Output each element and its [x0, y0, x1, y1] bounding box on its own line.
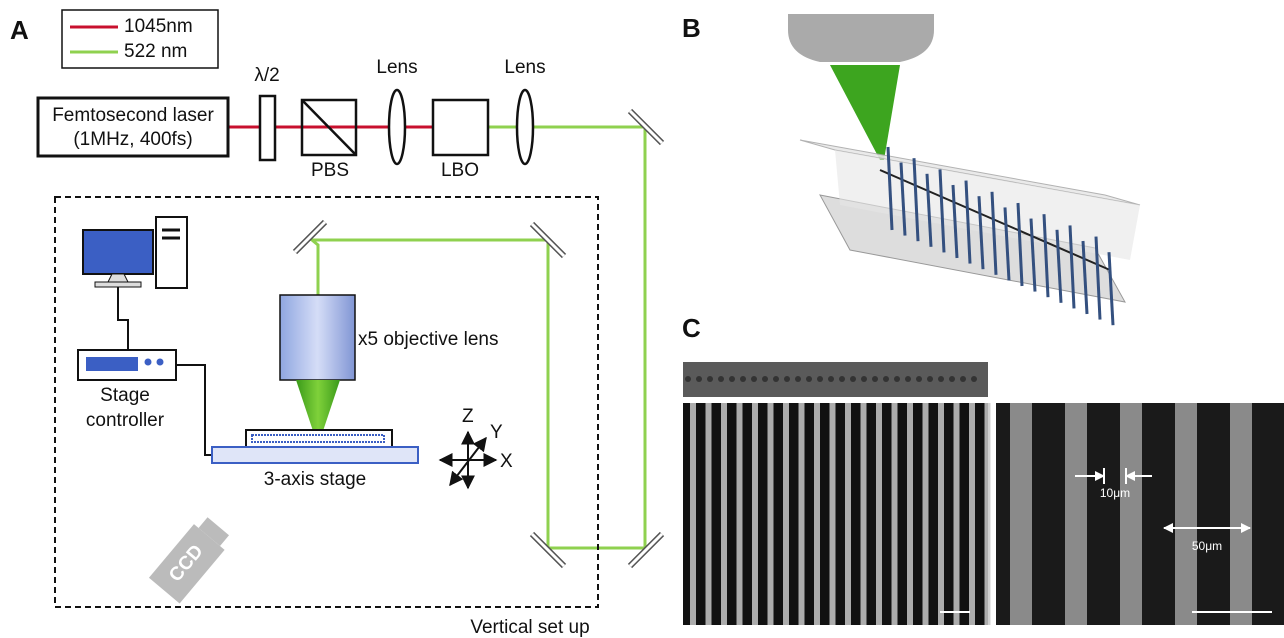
- pore: [817, 376, 823, 382]
- dimension-label: 10μm: [1100, 486, 1130, 500]
- stage: [212, 447, 418, 463]
- pore: [839, 376, 845, 382]
- stripe: [814, 403, 820, 625]
- objective: [280, 295, 355, 380]
- stripe: [938, 403, 944, 625]
- pore: [795, 376, 801, 382]
- pore: [718, 376, 724, 382]
- objective-label: x5 objective lens: [358, 329, 498, 350]
- stripe: [721, 403, 727, 625]
- panel-label: A: [10, 15, 29, 45]
- laser-label: Femtosecond laser: [52, 105, 214, 126]
- pore: [751, 376, 757, 382]
- pore: [762, 376, 768, 382]
- pore: [916, 376, 922, 382]
- stripe: [830, 403, 836, 625]
- legend-text: 522 nm: [124, 41, 187, 62]
- stripe: [1065, 403, 1087, 625]
- frame-label: Vertical set up: [470, 617, 589, 638]
- optic-label: Lens: [504, 57, 545, 78]
- stripe: [752, 403, 758, 625]
- tower: [156, 217, 187, 288]
- stripe: [1175, 403, 1197, 625]
- legend-text: 1045nm: [124, 16, 193, 37]
- pore: [806, 376, 812, 382]
- axes-arrows: [440, 432, 496, 488]
- pore: [685, 376, 691, 382]
- illustration: [788, 14, 1140, 325]
- figure: A 1045nm 522 nm Femtosecond laser (1MHz,…: [0, 0, 1284, 638]
- monitor: [83, 230, 153, 274]
- pore: [740, 376, 746, 382]
- axis-label: Z: [462, 406, 474, 427]
- pore: [696, 376, 702, 382]
- pore: [894, 376, 900, 382]
- pore: [971, 376, 977, 382]
- stripe: [861, 403, 867, 625]
- lens: [389, 90, 405, 164]
- stripe: [969, 403, 975, 625]
- monitor-stand: [95, 274, 141, 287]
- stripe: [1230, 403, 1252, 625]
- pore: [883, 376, 889, 382]
- optic-label: λ/2: [254, 65, 279, 86]
- pore: [949, 376, 955, 382]
- stripe: [907, 403, 913, 625]
- pore: [905, 376, 911, 382]
- pore: [861, 376, 867, 382]
- stripe: [706, 403, 712, 625]
- optic-label: PBS: [311, 160, 349, 181]
- panel-label: C: [682, 313, 701, 343]
- pore: [927, 376, 933, 382]
- optic-label: LBO: [441, 160, 479, 181]
- stripe: [1120, 403, 1142, 625]
- pore: [707, 376, 713, 382]
- stripe: [783, 403, 789, 625]
- optic-label: Lens: [376, 57, 417, 78]
- stripe: [923, 403, 929, 625]
- waveplate: [260, 96, 275, 160]
- pore: [872, 376, 878, 382]
- stripe: [737, 403, 743, 625]
- stripe: [845, 403, 851, 625]
- stripe: [985, 403, 991, 625]
- stripe: [799, 403, 805, 625]
- stage-label: 3-axis stage: [264, 469, 366, 490]
- pore: [960, 376, 966, 382]
- pore: [938, 376, 944, 382]
- panel-label: B: [682, 13, 701, 43]
- laser-label: (1MHz, 400fs): [73, 129, 192, 150]
- lens: [517, 90, 533, 164]
- pore: [773, 376, 779, 382]
- stripe: [690, 403, 696, 625]
- pore: [828, 376, 834, 382]
- ccd: CCD: [149, 513, 234, 603]
- stripe: [1010, 403, 1032, 625]
- controller-label: controller: [86, 410, 165, 431]
- stripe: [876, 403, 882, 625]
- pore: [850, 376, 856, 382]
- rod: [1109, 252, 1113, 325]
- controller-label: Stage: [100, 385, 150, 406]
- lbo: [433, 100, 488, 155]
- stripe: [768, 403, 774, 625]
- stripe: [954, 403, 960, 625]
- pore: [729, 376, 735, 382]
- stripe: [892, 403, 898, 625]
- axis-label: X: [500, 451, 513, 472]
- pore: [784, 376, 790, 382]
- axis-label: Y: [490, 422, 503, 443]
- dimension-label: 50μm: [1192, 539, 1222, 553]
